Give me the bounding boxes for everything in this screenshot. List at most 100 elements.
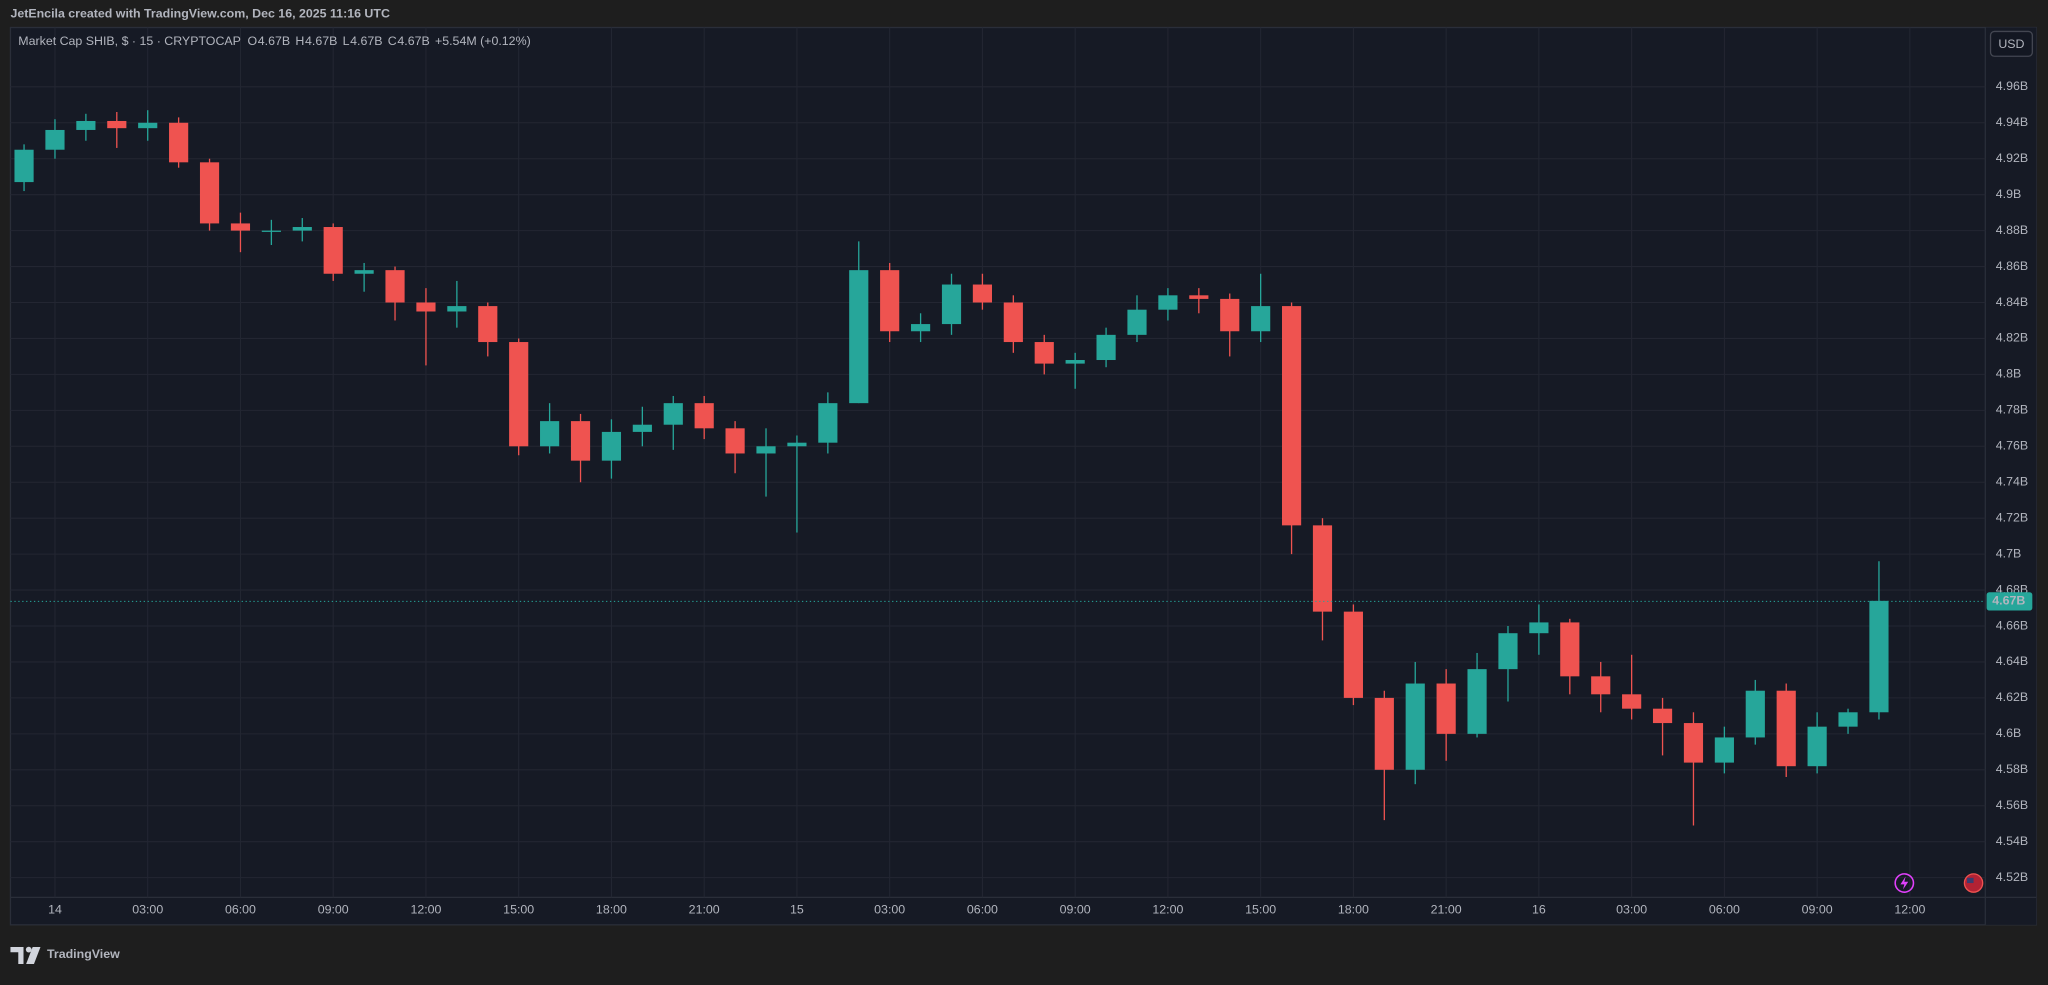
plot: 4.52B 4.54B 4.56B 4.58B 4.6B 4.62B 4.64B 4.66B 4…	[10, 27, 2033, 917]
y-tick-label: 4.72B	[1996, 510, 2028, 524]
price-axis	[1985, 27, 2037, 925]
y-tick-label: 4.82B	[1996, 331, 2028, 345]
candle-body	[1714, 737, 1734, 763]
candle-body	[1251, 306, 1271, 332]
y-tick-label: 4.76B	[1996, 439, 2028, 453]
legend-ohlc-value: 4.67B	[350, 34, 382, 48]
y-tick-label: 4.62B	[1996, 690, 2028, 704]
legend-ohlc-label: L	[343, 34, 350, 48]
y-tick-label: 4.64B	[1996, 654, 2028, 668]
candle-body	[941, 284, 962, 325]
legend: Market Cap SHIB, $ · 15 · CRYPTOCAP O 4.67…	[18, 34, 530, 48]
candle-body	[1807, 726, 1827, 767]
last-price-label: 4.67B	[1992, 594, 2025, 608]
y-tick-label: 4.92B	[1996, 151, 2028, 165]
legend-ohlc-value: 4.67B	[397, 34, 429, 48]
x-tick-label: 21:00	[689, 903, 720, 917]
y-tick-label: 4.94B	[1996, 115, 2028, 129]
x-tick-label: 12:00	[410, 903, 441, 917]
y-tick-label: 4.54B	[1996, 834, 2028, 848]
legend-ohlc-value: 4.67B	[305, 34, 337, 48]
y-tick-label: 4.7B	[1996, 546, 2022, 560]
candle-body	[1312, 525, 1333, 612]
y-tick-label: 4.74B	[1996, 475, 2028, 489]
candle-body	[45, 129, 65, 150]
candle-body	[1003, 302, 1023, 343]
candle-body	[1467, 669, 1487, 734]
x-tick-label: 12:00	[1152, 903, 1183, 917]
candle-body	[1096, 334, 1116, 361]
candle-body	[972, 284, 993, 303]
x-tick-label: 21:00	[1431, 903, 1462, 917]
x-tick-label: 14	[48, 903, 62, 917]
candle-body	[911, 324, 931, 332]
y-tick-label: 4.84B	[1996, 295, 2028, 309]
candle-body	[849, 270, 869, 404]
x-tick-label: 12:00	[1894, 903, 1925, 917]
legend-ohlc-label: C	[388, 34, 397, 48]
last-price-tag	[1986, 592, 2033, 611]
y-tick-label: 4.88B	[1996, 223, 2028, 237]
candle-body	[1652, 708, 1673, 724]
legend-ohlc-label: O	[247, 34, 257, 48]
candle-body	[880, 270, 900, 332]
candle-body	[1127, 309, 1147, 335]
x-tick-label: 06:00	[225, 903, 256, 917]
candle-body	[1591, 676, 1611, 695]
legend-ohlc-label: H	[295, 34, 304, 48]
candle-body	[787, 442, 807, 447]
legend-ohlc-value: 4.67B	[258, 34, 290, 48]
alert-icon-bolt	[1900, 876, 1909, 890]
alert-icon[interactable]	[1894, 873, 1915, 893]
x-tick-label: 15:00	[1245, 903, 1276, 917]
candle-body	[76, 120, 96, 130]
candle-body	[1189, 295, 1209, 299]
candle-body	[1436, 683, 1456, 734]
legend-change: +5.54M (+0.12%)	[435, 34, 531, 48]
candle-body	[1745, 690, 1765, 738]
candle-body	[540, 421, 560, 447]
candle-body	[509, 342, 529, 447]
y-tick-label: 4.56B	[1996, 798, 2028, 812]
candle-body	[323, 227, 343, 274]
x-tick-label: 09:00	[1060, 903, 1091, 917]
currency-label: USD	[1998, 37, 2024, 51]
candle-body	[1529, 622, 1549, 634]
brand-name: TradingView	[47, 947, 120, 961]
y-tick-label: 4.58B	[1996, 762, 2028, 776]
candle-body	[230, 223, 251, 231]
candle-body	[694, 403, 714, 429]
currency-button[interactable]	[1989, 30, 2033, 57]
logo-shape	[10, 947, 24, 965]
y-tick-label: 4.52B	[1996, 870, 2028, 884]
candle-body	[632, 424, 652, 432]
candle-body	[138, 122, 158, 129]
candle-body	[447, 306, 467, 312]
candle-body	[1838, 712, 1858, 727]
y-tick-label: 4.86B	[1996, 259, 2028, 273]
candle-body	[663, 403, 683, 425]
candle-body	[385, 270, 405, 303]
candle-body	[1374, 697, 1394, 770]
candle-body	[416, 302, 436, 312]
candle-body	[818, 403, 838, 443]
candle-body	[601, 431, 622, 461]
candle-body	[107, 120, 127, 129]
y-tick-label: 4.6B	[1996, 726, 2022, 740]
candle-body	[725, 428, 745, 454]
y-tick-label: 4.9B	[1996, 187, 2022, 201]
logo-shape	[25, 946, 32, 953]
candle-body	[1158, 295, 1178, 310]
x-tick-label: 03:00	[132, 903, 163, 917]
candle-body	[756, 446, 776, 454]
x-tick-label: 06:00	[967, 903, 998, 917]
legend-title: Market Cap SHIB, $ · 15 · CRYPTOCAP	[18, 34, 241, 48]
candle-body	[1683, 723, 1704, 763]
x-tick-label: 15:00	[503, 903, 534, 917]
y-tick-label: 4.96B	[1996, 79, 2028, 93]
x-tick-label: 06:00	[1709, 903, 1740, 917]
x-tick-label: 16	[1532, 903, 1546, 917]
candle-body	[1281, 306, 1302, 526]
logo-shape	[26, 947, 41, 965]
